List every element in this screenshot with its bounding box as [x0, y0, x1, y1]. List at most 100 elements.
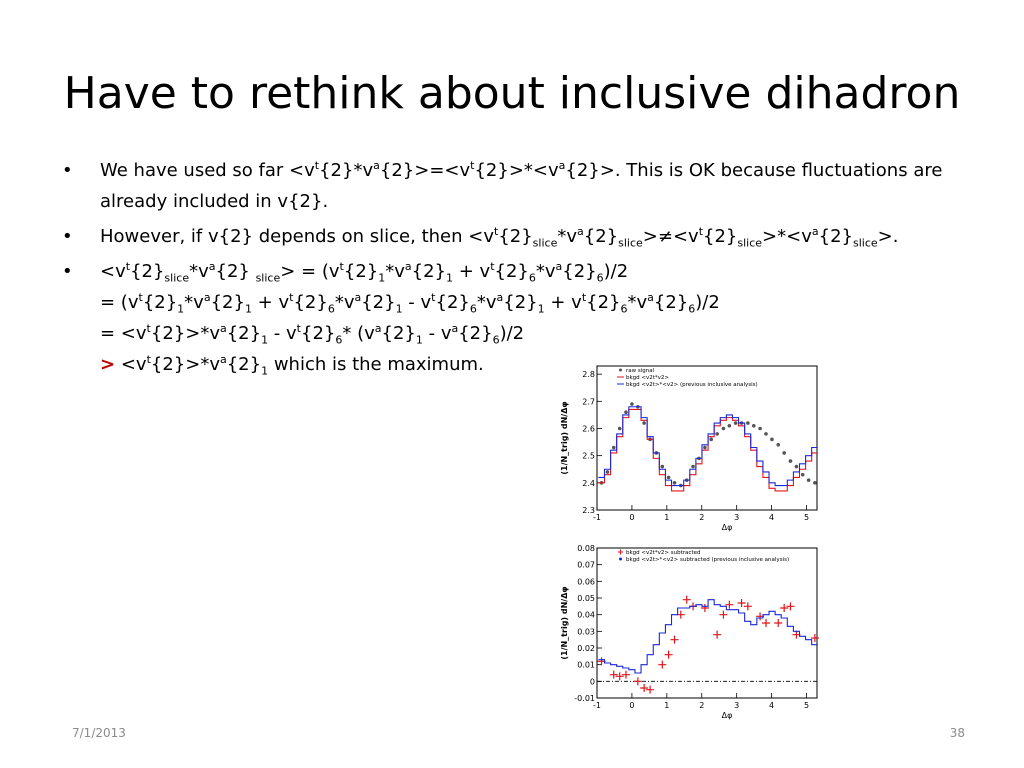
y-tick-label: 2.7 — [582, 397, 595, 406]
data-point — [672, 481, 677, 485]
text-run: * (v — [342, 323, 375, 344]
correlation-plot-top: 2.3 2.4 2.5 2.6 2.7 2.8 -1 0 1 2 3 4 5 Δφ (1/N_trig) d… — [555, 358, 822, 536]
data-point — [764, 432, 768, 436]
y-tick-label: -0.01 — [574, 694, 595, 703]
text-run: {2}>*<v — [474, 160, 559, 181]
bullet-list: • We have used so far <vt{2}*va{2}>=<vt{… — [62, 155, 962, 384]
superscript: a — [555, 260, 563, 273]
superscript: t — [493, 225, 499, 238]
data-point — [605, 470, 610, 474]
data-point-cross — [713, 630, 722, 639]
superscript: t — [431, 291, 436, 304]
text-run: >≠<v — [642, 226, 699, 247]
data-point-cross — [719, 610, 728, 619]
superscript: a — [558, 159, 566, 172]
formula-line-4: > <vt{2}>*va{2}1 which is the maximum. — [100, 349, 962, 380]
text-run: {2} — [703, 226, 738, 247]
x-tick-label: 1 — [664, 701, 669, 710]
bullet-item-3: • <vt{2}slice*va{2} slice> = (vt{2}1*va{… — [62, 256, 962, 380]
text-run: {2} — [435, 292, 470, 313]
data-point-cross — [737, 599, 746, 607]
text-run: {2} — [494, 261, 529, 282]
correlation-plot-bottom: -0.01 0 0.01 0.02 0.03 0.04 0.05 0.06 0.07 0.08 -1… — [555, 542, 822, 724]
text-run: - v — [402, 292, 432, 313]
subscript: 1 — [537, 302, 545, 316]
data-point-cross — [743, 602, 752, 611]
subscript: slice — [618, 236, 643, 250]
text-run: <v — [100, 261, 126, 282]
data-point-cross — [615, 672, 624, 681]
plot-frame — [596, 547, 818, 699]
subscript: slice — [255, 271, 281, 285]
data-point — [813, 481, 817, 485]
text-run: + v — [544, 292, 582, 313]
formula-line-2: = (vt{2}1*va{2}1 + vt{2}6*va{2}1 - vt{2}… — [100, 287, 962, 318]
data-point-cross — [682, 595, 691, 604]
text-run: *v — [557, 226, 577, 247]
text-run: {2} — [586, 292, 621, 313]
subscript: 1 — [177, 302, 185, 316]
data-point — [770, 437, 774, 442]
text-run: >*<v — [762, 226, 812, 247]
x-tick-label: 2 — [699, 513, 704, 522]
text-run: {2}>*v — [150, 323, 220, 344]
y-tick-label: 2.5 — [582, 452, 595, 461]
subscript: 1 — [261, 333, 269, 347]
data-point — [666, 475, 671, 480]
superscript: t — [314, 159, 320, 172]
text-run: However, if v{2} depends on slice, then … — [100, 226, 494, 247]
subscript: 6 — [620, 302, 628, 316]
y-tick-label: 0.05 — [577, 594, 595, 603]
footer-date: 7/1/2013 — [72, 726, 126, 740]
text-run: {2}>=<v — [379, 160, 471, 181]
slide-number: 38 — [949, 726, 965, 740]
text-run: + v — [453, 261, 491, 282]
text-run: {2} — [215, 261, 256, 282]
data-point-cross — [633, 677, 642, 686]
bullet-dot: • — [62, 226, 73, 247]
superscript: a — [374, 322, 382, 335]
y-tick-label: 0.02 — [577, 644, 595, 653]
data-point — [788, 459, 793, 463]
superscript: a — [496, 291, 504, 304]
subscript: 6 — [335, 333, 343, 347]
superscript: t — [339, 260, 344, 273]
data-point — [776, 442, 781, 447]
subscript: 1 — [378, 271, 386, 285]
text-run: {2} — [226, 354, 262, 375]
x-axis-label: Δφ — [722, 523, 733, 532]
greater-than-symbol: > — [100, 354, 116, 375]
x-tick-label: 0 — [629, 513, 634, 522]
data-point-cross — [621, 670, 630, 679]
y-tick-label: 2.4 — [582, 479, 595, 488]
subscript: 1 — [261, 364, 269, 378]
text-run: {2} — [653, 292, 689, 313]
superscript: a — [451, 322, 459, 335]
text-run: + v — [251, 292, 290, 313]
text-run: <v — [115, 354, 147, 375]
data-point — [709, 437, 713, 442]
text-run: {2} — [503, 292, 538, 313]
text-run: >. — [877, 226, 899, 247]
data-point-cross — [774, 619, 783, 627]
legend-label: bkgd <v2t>*<v2> (previous inclusive anal… — [626, 382, 758, 388]
text-run: - v — [422, 323, 452, 344]
superscript: a — [203, 291, 211, 304]
data-point-cross — [762, 619, 771, 627]
superscript: a — [219, 353, 227, 366]
data-point — [721, 426, 726, 431]
data-point — [727, 423, 732, 428]
text-run: )/2 — [499, 323, 525, 344]
y-tick-label: 2.8 — [582, 370, 595, 379]
y-axis-label: (1/N_trig) dN/Δφ — [560, 586, 569, 659]
superscript: a — [647, 291, 654, 304]
superscript: a — [577, 225, 584, 238]
data-point — [746, 421, 750, 425]
superscript: t — [289, 291, 294, 304]
superscript: t — [125, 260, 131, 273]
y-tick-label: 0.08 — [577, 544, 595, 553]
text-run: {2} — [498, 226, 533, 247]
data-point-cross — [786, 602, 795, 611]
legend-label: bkgd <v2t>*<v2> subtracted (previous inc… — [626, 557, 789, 563]
text-run: {2} — [210, 292, 245, 313]
